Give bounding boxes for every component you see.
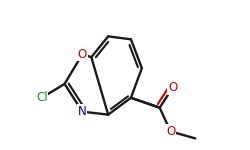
Text: N: N <box>78 105 87 118</box>
Text: O: O <box>78 48 87 61</box>
Text: O: O <box>168 81 177 94</box>
Text: Cl: Cl <box>36 91 48 104</box>
Text: O: O <box>166 125 175 138</box>
